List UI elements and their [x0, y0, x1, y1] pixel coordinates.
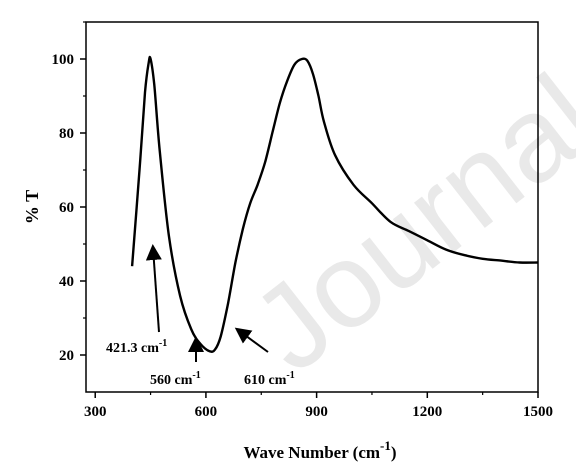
y-tick-label: 40 — [59, 274, 74, 290]
x-axis-title: Wave Number (cm-1) — [243, 438, 396, 462]
y-tick-label: 80 — [59, 126, 74, 142]
y-tick-label: 60 — [59, 200, 74, 216]
annotation-560: 560 cm-1 — [150, 370, 201, 388]
arrow-421 — [145, 244, 162, 333]
x-tick-label: 300 — [84, 404, 107, 420]
y-tick-label: 20 — [59, 348, 74, 364]
annotation-610: 610 cm-1 — [244, 370, 295, 388]
x-tick-label: 1500 — [523, 404, 553, 420]
x-tick-label: 900 — [305, 404, 328, 420]
plot-area — [130, 55, 539, 353]
watermark-text: Journal Pre-proof — [228, 0, 576, 397]
annotations: 421.3 cm-1 560 cm-1 610 cm-1 — [106, 244, 295, 388]
y-tick-label: 100 — [52, 52, 75, 68]
axes: 300 600 900 1200 1500 20 40 60 80 100 Wave Number … — [22, 21, 553, 462]
y-axis-title: % T — [22, 190, 42, 224]
x-tick-label: 1200 — [412, 404, 442, 420]
arrow-610 — [234, 327, 269, 353]
x-tick-label: 600 — [195, 404, 218, 420]
watermark: Journal Pre-proof — [228, 0, 576, 397]
annotation-421: 421.3 cm-1 — [106, 338, 167, 356]
spectrum-line — [130, 55, 539, 353]
